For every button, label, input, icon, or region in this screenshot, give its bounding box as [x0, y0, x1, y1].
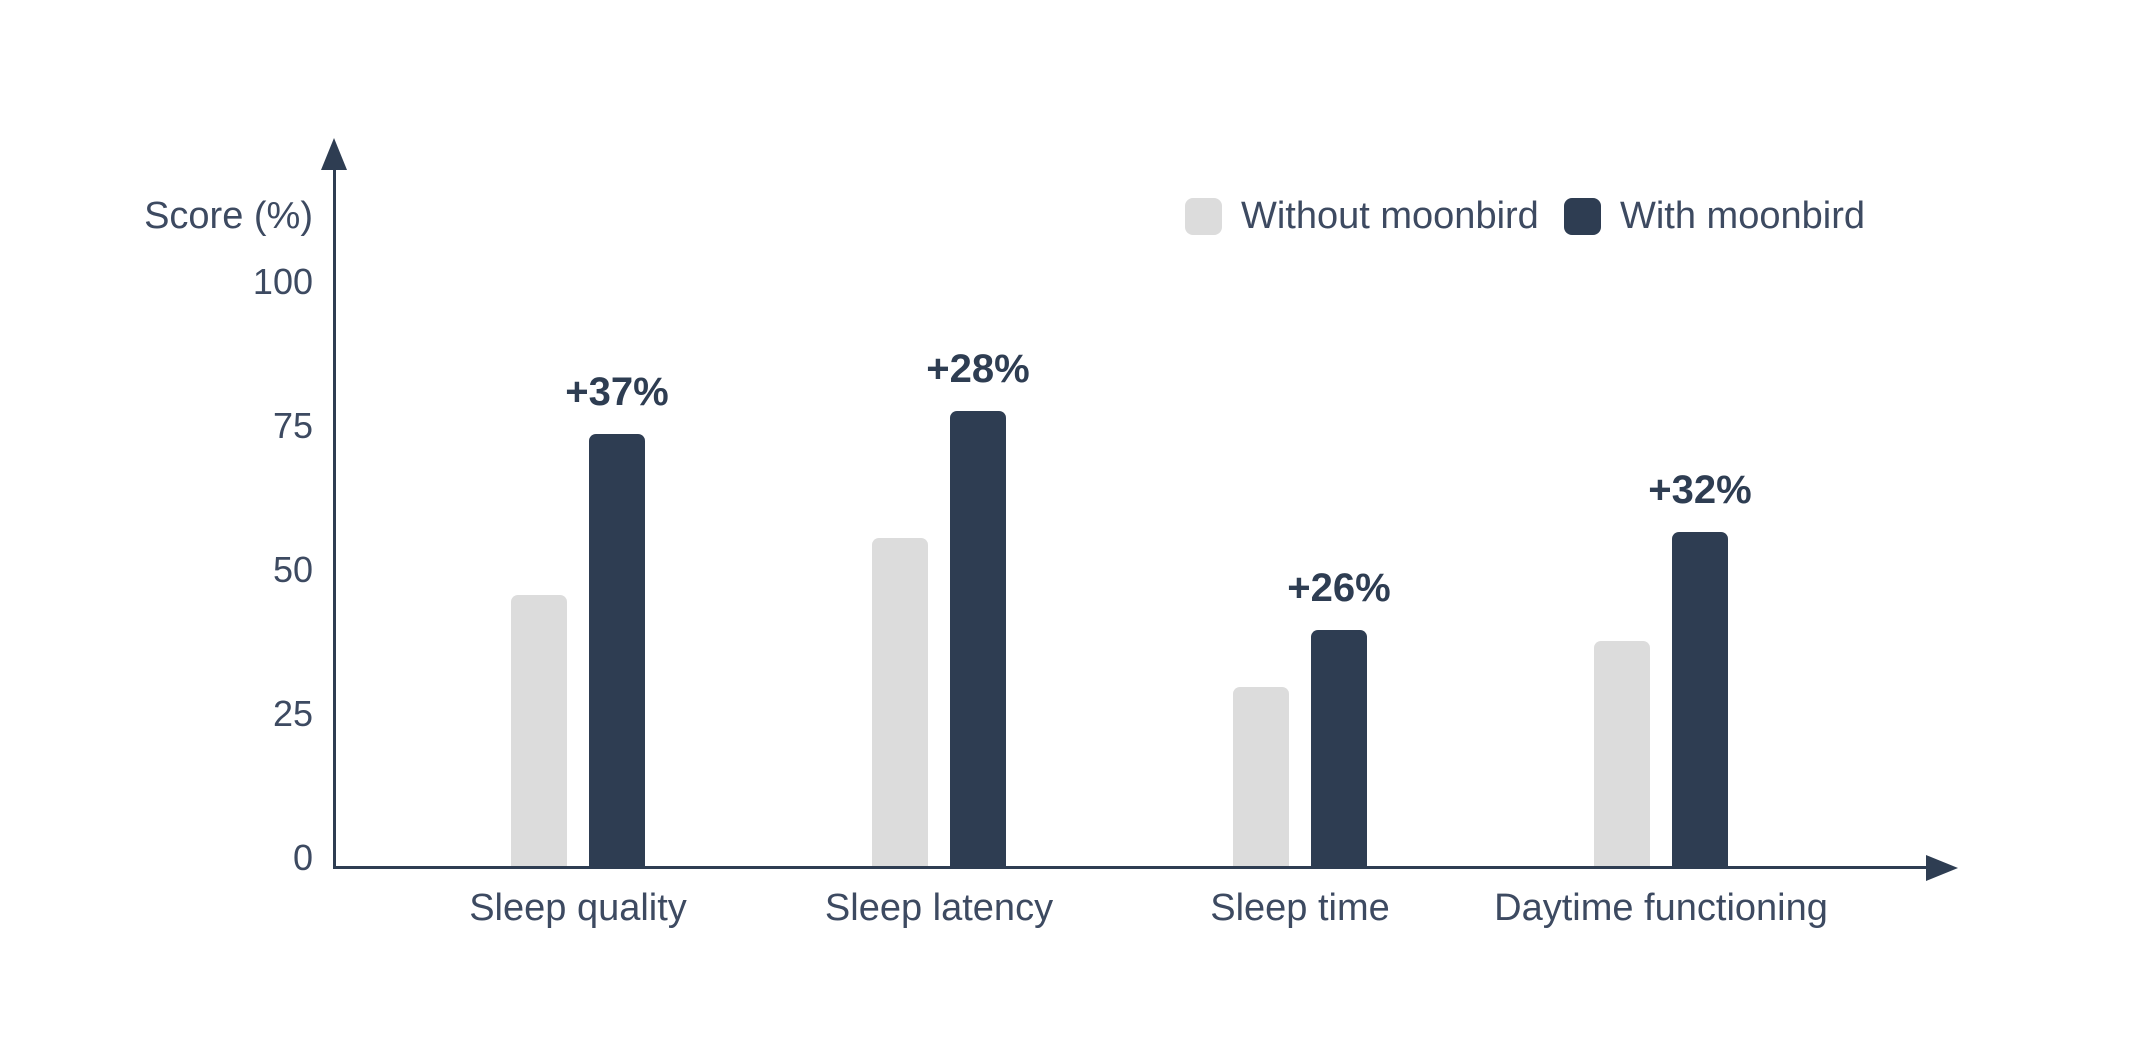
legend-item-without-moonbird: Without moonbird	[1185, 196, 1539, 236]
legend-label-with-moonbird: With moonbird	[1620, 195, 1865, 237]
y-tick-label-0: 0	[292, 837, 313, 878]
legend-swatch-without-moonbird	[1185, 197, 1222, 235]
category-label-sleep-time: Sleep time	[1210, 887, 1390, 929]
category-label-daytime-functioning: Daytime functioning	[1494, 887, 1828, 929]
increase-label-daytime-functioning: +32%	[1648, 468, 1752, 512]
increase-label-sleep-time: +26%	[1287, 566, 1391, 610]
increase-label-sleep-latency: +28%	[926, 347, 1030, 391]
y-tick-label-50: 50	[272, 549, 313, 590]
x-axis-line	[333, 866, 1933, 869]
y-axis-title: Score (%)	[144, 195, 313, 237]
bar-without-moonbird-sleep-time	[1233, 687, 1289, 866]
legend-swatch-with-moonbird	[1564, 197, 1601, 235]
y-axis-line	[333, 160, 336, 869]
category-label-sleep-latency: Sleep latency	[824, 887, 1054, 929]
bar-with-moonbird-sleep-latency	[950, 411, 1006, 866]
increase-label-sleep-quality: +37%	[565, 370, 669, 414]
category-label-sleep-quality: Sleep quality	[469, 887, 687, 929]
bar-with-moonbird-daytime-functioning	[1672, 532, 1728, 866]
bar-without-moonbird-sleep-quality	[511, 595, 567, 866]
y-tick-label-25: 25	[272, 693, 313, 734]
legend-label-without-moonbird: Without moonbird	[1241, 195, 1539, 237]
bar-with-moonbird-sleep-time	[1311, 630, 1367, 866]
bar-with-moonbird-sleep-quality	[589, 434, 645, 866]
y-axis-arrow-icon	[321, 138, 347, 170]
legend-item-with-moonbird: With moonbird	[1564, 196, 1865, 236]
bar-without-moonbird-daytime-functioning	[1594, 641, 1650, 866]
y-tick-label-100: 100	[252, 261, 313, 302]
y-tick-label-75: 75	[272, 405, 313, 446]
bar-without-moonbird-sleep-latency	[872, 538, 928, 866]
x-axis-arrow-icon	[1926, 855, 1958, 881]
